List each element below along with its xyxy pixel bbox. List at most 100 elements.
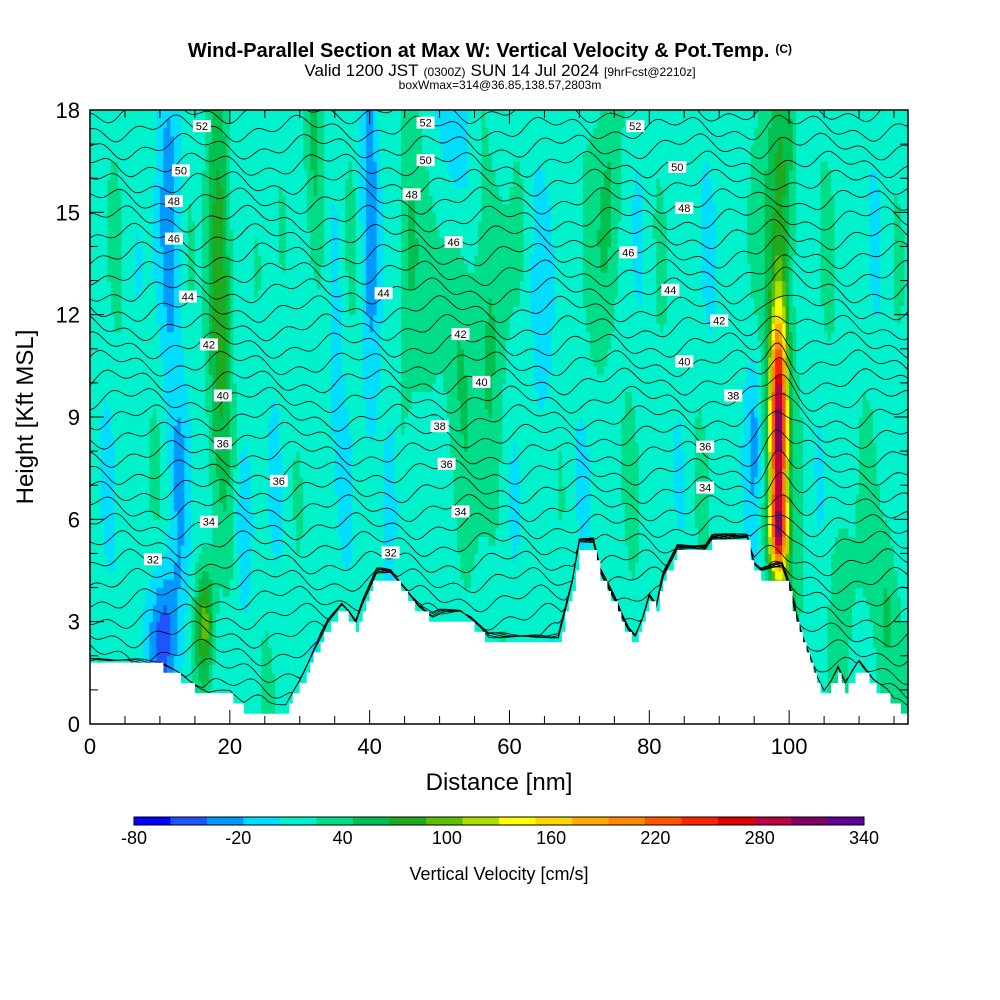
field-cell xyxy=(219,587,224,597)
field-cell xyxy=(170,272,175,282)
field-cell xyxy=(170,561,175,572)
field-cell xyxy=(229,161,234,171)
field-cell xyxy=(173,502,178,512)
field-cell xyxy=(198,664,203,674)
field-cell xyxy=(240,152,245,162)
field-cell xyxy=(247,186,252,196)
field-cell xyxy=(215,127,220,137)
field-cell xyxy=(306,459,311,469)
field-cell xyxy=(187,664,192,674)
field-cell xyxy=(191,502,196,512)
field-cell xyxy=(303,203,308,213)
field-cell xyxy=(163,331,168,341)
field-cell xyxy=(201,289,206,299)
field-cell xyxy=(131,519,137,529)
field-cell xyxy=(138,485,144,495)
field-cell xyxy=(121,110,126,120)
field-cell xyxy=(114,485,119,495)
field-cell xyxy=(121,365,126,375)
field-cell xyxy=(327,382,332,393)
field-cell xyxy=(103,399,109,410)
field-cell xyxy=(152,365,158,375)
field-cell xyxy=(233,169,238,179)
field-cell xyxy=(233,425,238,435)
field-cell xyxy=(194,536,199,546)
field-cell xyxy=(180,118,185,128)
field-cell xyxy=(247,459,252,469)
field-cell xyxy=(324,604,329,614)
field-cell xyxy=(201,323,206,333)
field-cell xyxy=(135,289,140,299)
field-cell xyxy=(317,587,322,597)
field-cell xyxy=(184,451,189,461)
field-cell xyxy=(243,485,248,495)
field-cell xyxy=(254,561,259,572)
field-cell xyxy=(236,382,241,393)
field-cell xyxy=(156,485,161,495)
field-cell xyxy=(257,254,262,265)
field-cell xyxy=(173,272,178,282)
field-cell xyxy=(257,237,262,248)
field-cell xyxy=(208,536,213,546)
field-cell xyxy=(212,630,217,640)
field-cell xyxy=(310,280,315,290)
field-cell xyxy=(212,186,217,196)
field-cell xyxy=(159,459,165,469)
field-cell xyxy=(208,161,213,171)
field-cell xyxy=(121,382,126,393)
field-cell xyxy=(145,536,151,546)
field-cell xyxy=(282,689,287,700)
field-cell xyxy=(215,536,220,546)
field-cell xyxy=(208,579,213,589)
field-cell xyxy=(208,118,213,128)
field-cell xyxy=(303,468,308,478)
field-cell xyxy=(198,357,203,367)
field-cell xyxy=(110,212,116,222)
field-cell xyxy=(114,246,119,256)
field-cell xyxy=(303,493,308,503)
field-cell xyxy=(215,254,220,265)
field-cell xyxy=(96,212,102,222)
field-cell xyxy=(114,425,119,435)
field-cell xyxy=(278,706,283,717)
field-cell xyxy=(296,118,301,128)
field-cell xyxy=(292,246,297,256)
field-cell xyxy=(222,195,227,205)
field-cell xyxy=(310,144,315,154)
field-cell xyxy=(152,280,158,290)
field-cell xyxy=(201,382,206,393)
field-cell xyxy=(240,510,245,520)
field-cell xyxy=(299,596,304,606)
field-cell xyxy=(233,519,238,529)
field-cell xyxy=(250,630,255,640)
field-cell xyxy=(299,135,304,145)
field-cell xyxy=(264,655,269,665)
field-cell xyxy=(264,502,269,512)
field-cell xyxy=(215,135,220,145)
field-cell xyxy=(254,186,259,196)
field-cell xyxy=(138,331,144,341)
field-cell xyxy=(90,459,95,469)
field-cell xyxy=(271,604,276,614)
field-cell xyxy=(261,306,266,316)
field-cell xyxy=(215,263,220,273)
field-cell xyxy=(292,314,297,324)
field-cell xyxy=(275,519,280,529)
field-cell xyxy=(285,331,290,341)
field-cell xyxy=(121,254,126,265)
field-cell xyxy=(282,570,287,580)
field-cell xyxy=(173,178,178,188)
field-cell xyxy=(159,365,165,375)
field-cell xyxy=(289,579,294,589)
field-cell xyxy=(215,587,220,597)
field-cell xyxy=(138,417,144,427)
field-cell xyxy=(324,152,329,162)
field-cell xyxy=(229,348,234,358)
field-cell xyxy=(257,613,262,623)
field-cell xyxy=(159,638,165,648)
field-cell xyxy=(226,254,231,265)
field-cell xyxy=(142,246,147,256)
field-cell xyxy=(327,374,332,384)
field-cell xyxy=(310,186,315,196)
field-cell xyxy=(257,289,262,299)
